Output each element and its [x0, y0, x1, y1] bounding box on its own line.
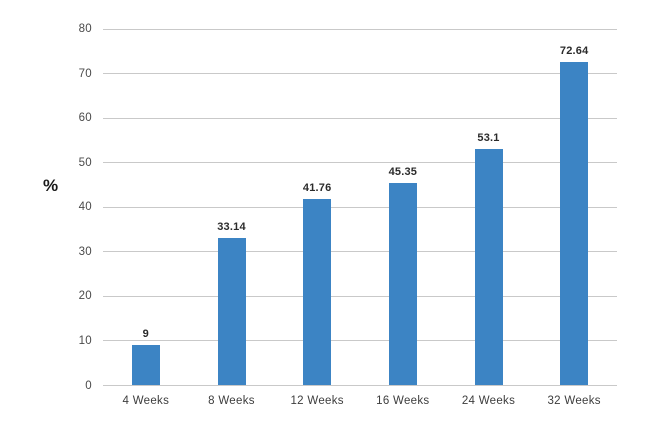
- gridline: [103, 28, 617, 30]
- gridline: [103, 385, 617, 386]
- y-tick-label: 0: [85, 379, 92, 392]
- x-tick-label: 16 Weeks: [376, 395, 430, 407]
- bar: [560, 61, 589, 386]
- gridline: [103, 117, 617, 119]
- gridline: [103, 73, 617, 75]
- y-tick-label: 30: [78, 245, 92, 258]
- gridline: [103, 251, 617, 253]
- bar-value-label: 33.14: [217, 220, 246, 233]
- gridline: [103, 206, 617, 208]
- y-tick-label: 70: [78, 67, 92, 80]
- x-tick-label: 32 Weeks: [547, 395, 601, 407]
- bar: [388, 183, 417, 386]
- x-tick-label: 24 Weeks: [461, 395, 516, 407]
- bar: [303, 199, 332, 386]
- y-tick-label: 20: [78, 290, 92, 303]
- bar: [217, 237, 246, 386]
- x-tick-label: 4 Weeks: [122, 395, 170, 407]
- x-tick-label: 12 Weeks: [290, 395, 344, 407]
- y-tick-label: 40: [78, 201, 92, 214]
- y-tick-label: 80: [78, 23, 92, 35]
- bar: [131, 345, 160, 386]
- y-axis-title: %: [43, 176, 59, 195]
- bar-value-label: 53.1: [477, 131, 500, 144]
- gridline: [103, 295, 617, 297]
- x-tick-label: 8 Weeks: [208, 395, 255, 407]
- y-tick-label: 50: [78, 156, 92, 169]
- bar-value-label: 41.76: [302, 182, 332, 195]
- y-tick-label: 60: [78, 112, 92, 125]
- bar-value-label: 45.35: [388, 166, 418, 179]
- gridline: [103, 162, 617, 164]
- y-tick-label: 10: [78, 334, 92, 347]
- bar-value-label: 72.64: [559, 44, 589, 57]
- bar: [474, 148, 503, 386]
- bar-value-label: 9: [142, 328, 149, 341]
